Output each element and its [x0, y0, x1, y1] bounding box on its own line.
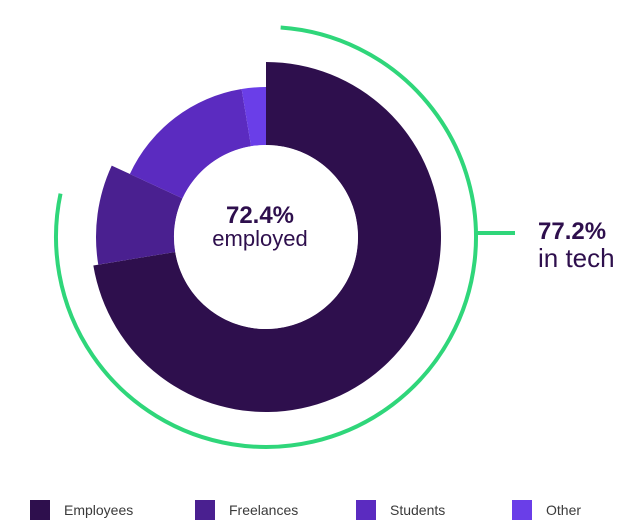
- legend-item-employees: Employees: [30, 497, 133, 523]
- legend: Employees Freelances Students Other: [0, 497, 640, 523]
- legend-item-students: Students: [356, 497, 445, 523]
- legend-label-freelances: Freelances: [229, 502, 299, 518]
- legend-swatch-other: [512, 500, 532, 520]
- legend-item-other: Other: [512, 497, 581, 523]
- center-text: employed: [212, 226, 307, 251]
- legend-label-employees: Employees: [64, 502, 134, 518]
- callout-arc: [54, 25, 478, 449]
- legend-item-freelances: Freelances: [195, 497, 298, 523]
- slice-students: [129, 88, 252, 199]
- legend-label-students: Students: [390, 502, 446, 518]
- legend-swatch-freelances: [195, 500, 215, 520]
- callout-value: 77.2%: [538, 218, 606, 245]
- slice-freelances: [96, 165, 183, 265]
- slice-other: [241, 87, 266, 147]
- legend-swatch-employees: [30, 500, 50, 520]
- callout-text: in tech: [538, 243, 615, 273]
- donut-hole: [174, 145, 358, 329]
- legend-label-other: Other: [546, 502, 582, 518]
- center-value: 72.4%: [226, 202, 294, 229]
- slice-employees: [93, 62, 442, 412]
- legend-swatch-students: [356, 500, 376, 520]
